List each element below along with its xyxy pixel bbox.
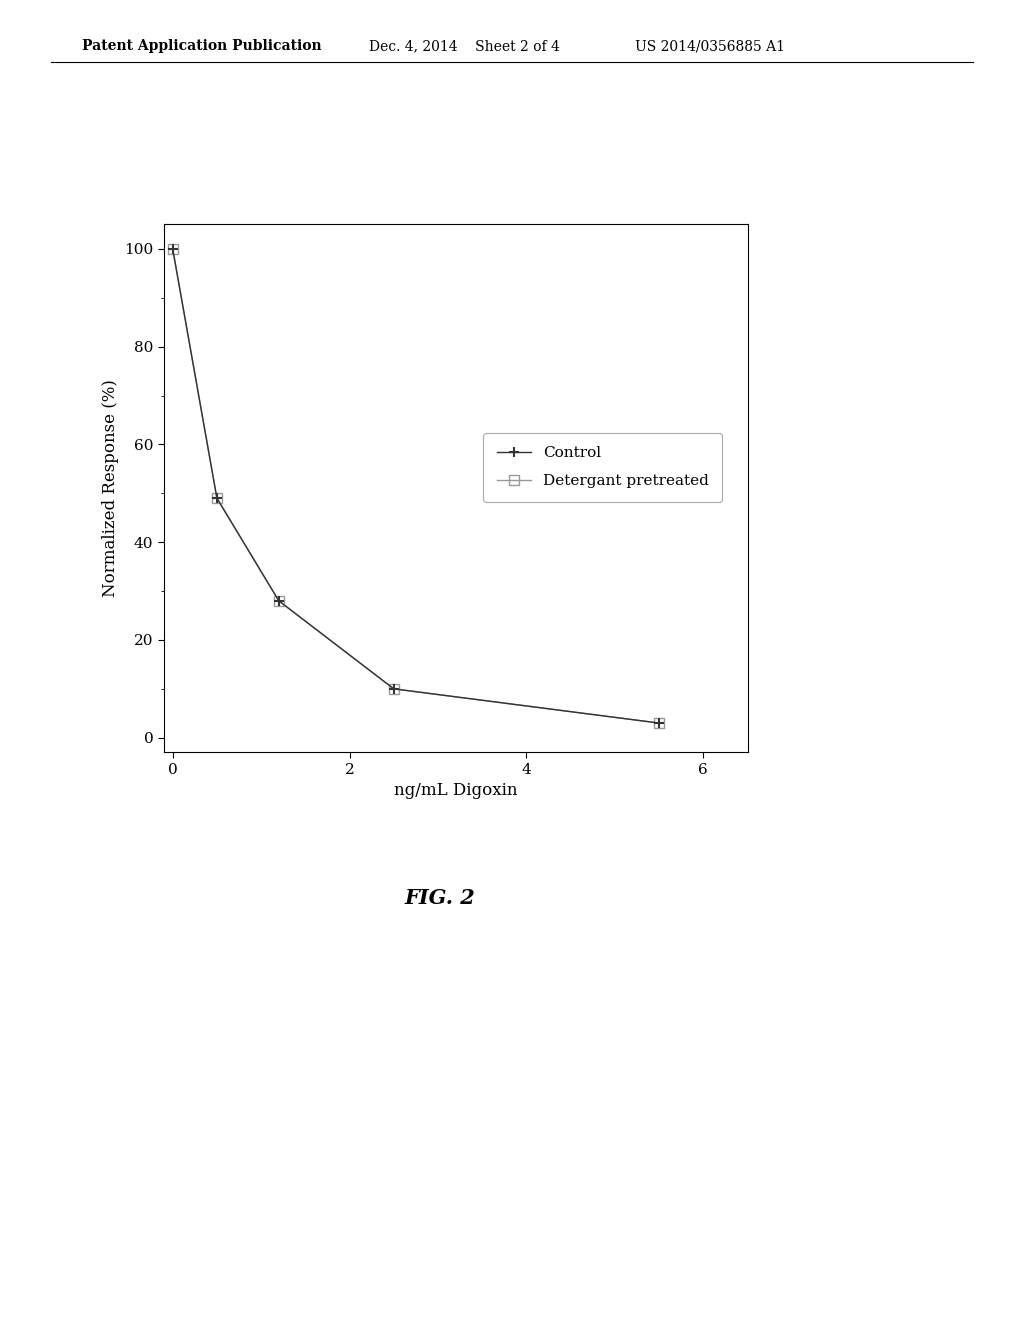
Text: Dec. 4, 2014    Sheet 2 of 4: Dec. 4, 2014 Sheet 2 of 4 [369, 40, 559, 53]
Line: Detergant pretreated: Detergant pretreated [168, 244, 664, 727]
Control [211, 490, 223, 506]
Text: US 2014/0356885 A1: US 2014/0356885 A1 [635, 40, 784, 53]
Control [272, 593, 285, 609]
X-axis label: ng/mL Digoxin: ng/mL Digoxin [394, 783, 517, 800]
Legend: Control, Detergant pretreated: Control, Detergant pretreated [483, 433, 722, 502]
Detergant pretreated [272, 593, 285, 609]
Control [653, 715, 666, 731]
Control [388, 681, 400, 697]
Detergant pretreated [167, 242, 179, 257]
Text: FIG. 2: FIG. 2 [404, 888, 476, 908]
Detergant pretreated [653, 715, 666, 731]
Detergant pretreated [388, 681, 400, 697]
Control [167, 242, 179, 257]
Line: Control: Control [168, 244, 664, 727]
Detergant pretreated [211, 490, 223, 506]
Y-axis label: Normalized Response (%): Normalized Response (%) [101, 379, 119, 598]
Text: Patent Application Publication: Patent Application Publication [82, 40, 322, 53]
